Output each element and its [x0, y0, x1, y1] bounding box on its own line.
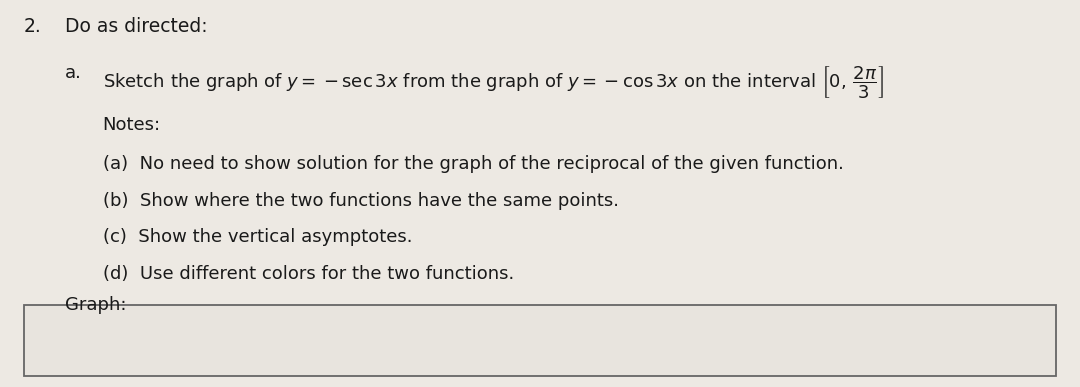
- Text: (c)  Show the vertical asymptotes.: (c) Show the vertical asymptotes.: [103, 228, 413, 247]
- Text: Do as directed:: Do as directed:: [65, 17, 207, 36]
- Text: (d)  Use different colors for the two functions.: (d) Use different colors for the two fun…: [103, 265, 514, 283]
- Text: Graph:: Graph:: [65, 296, 126, 314]
- Text: (a)  No need to show solution for the graph of the reciprocal of the given funct: (a) No need to show solution for the gra…: [103, 155, 843, 173]
- Text: (b)  Show where the two functions have the same points.: (b) Show where the two functions have th…: [103, 192, 619, 210]
- FancyBboxPatch shape: [24, 305, 1056, 376]
- Text: Sketch the graph of $y = -\sec 3x$ from the graph of $y = -\cos 3x$ on the inter: Sketch the graph of $y = -\sec 3x$ from …: [103, 64, 883, 100]
- Text: Notes:: Notes:: [103, 116, 161, 134]
- Text: a.: a.: [65, 64, 82, 82]
- Text: 2.: 2.: [24, 17, 41, 36]
